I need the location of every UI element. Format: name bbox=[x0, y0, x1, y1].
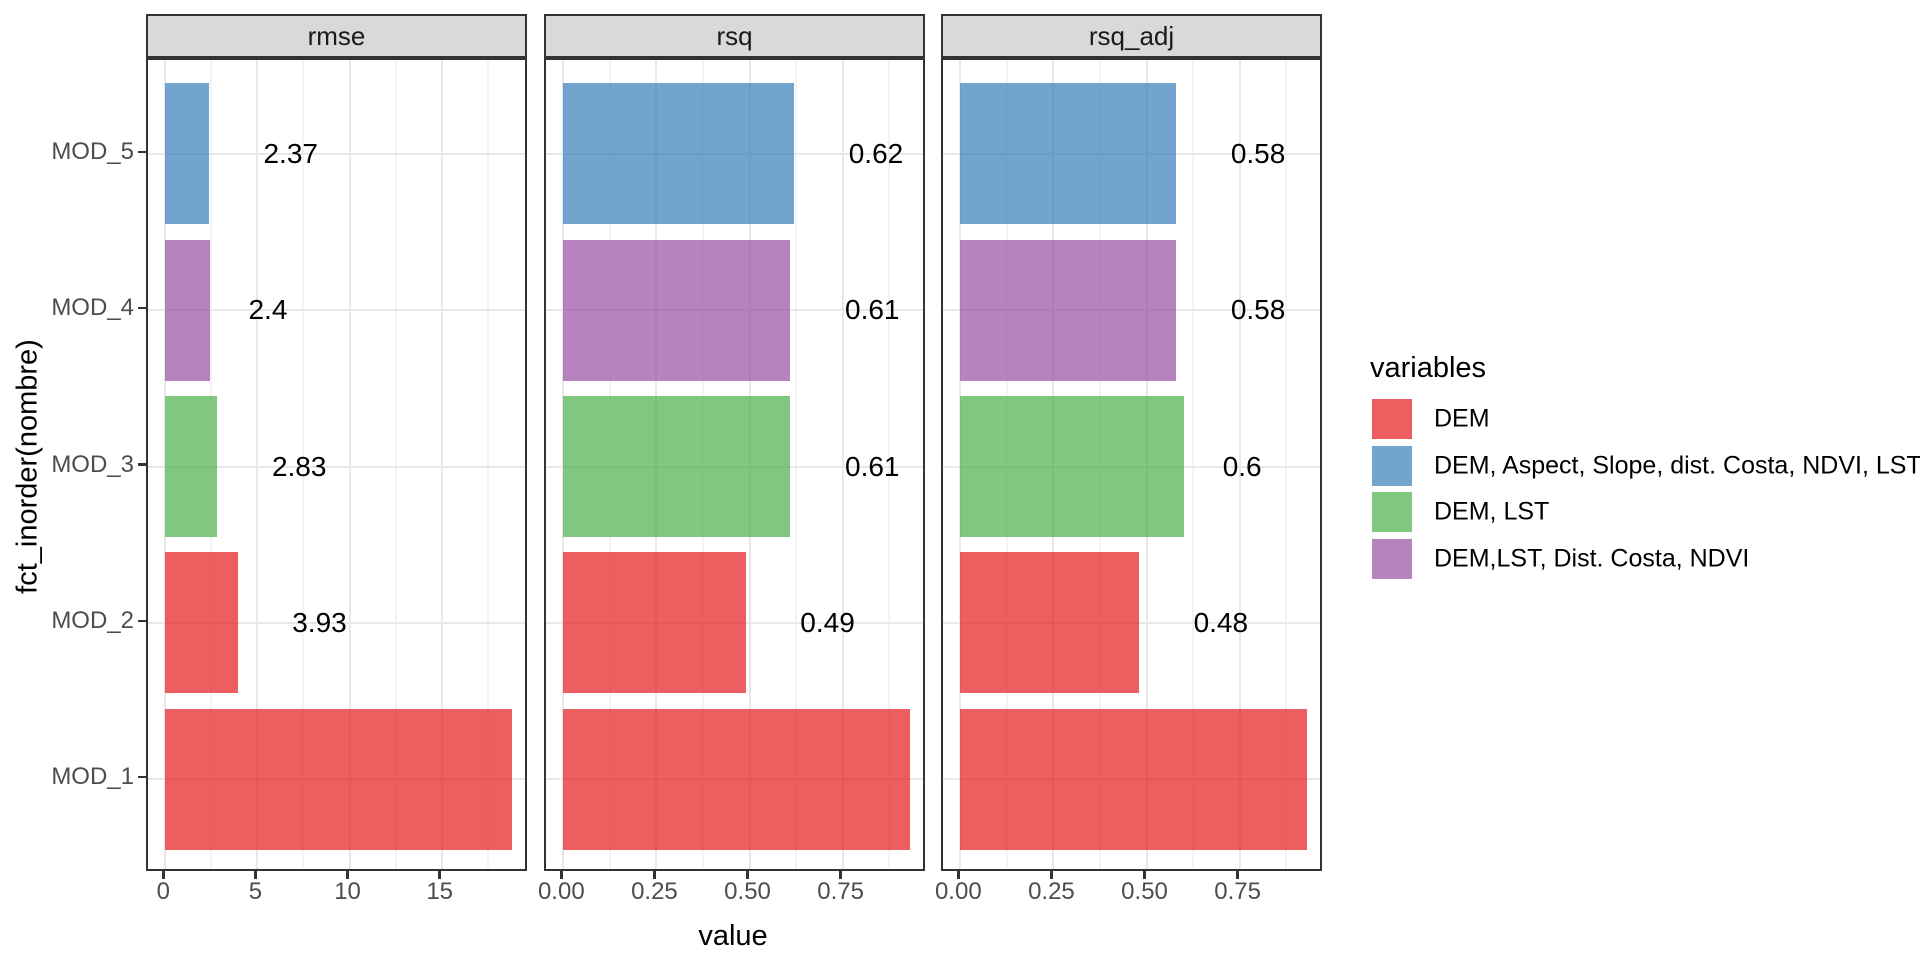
legend-key-swatch bbox=[1372, 492, 1412, 532]
legend-key-swatch bbox=[1372, 445, 1412, 486]
bar-value-label: 3.93 bbox=[292, 606, 347, 638]
bar-MOD_2 bbox=[563, 552, 746, 694]
x-tick-mark bbox=[653, 871, 656, 879]
facet-strip-label: rsq_adj bbox=[941, 14, 1322, 58]
facet-panel: 2.37 2.4 2.83 3.93 bbox=[146, 58, 527, 871]
legend-key-swatch bbox=[1372, 538, 1412, 579]
x-tick-mark bbox=[346, 871, 349, 879]
bar-MOD_1 bbox=[563, 708, 910, 850]
x-tick-label: 15 bbox=[426, 878, 454, 905]
y-tick-label: MOD_2 bbox=[51, 606, 134, 634]
x-tick-mark bbox=[254, 871, 257, 879]
x-tick-mark bbox=[1050, 871, 1053, 879]
bar-value-label: 2.83 bbox=[271, 450, 327, 482]
x-tick-label: 5 bbox=[248, 878, 263, 905]
facet-panel: 0.58 0.58 0.6 0.48 bbox=[941, 58, 1322, 871]
y-tick-mark bbox=[138, 775, 146, 779]
x-axis-title: value bbox=[698, 920, 768, 952]
x-tick-mark bbox=[1143, 871, 1146, 879]
legend-title: variables bbox=[1370, 352, 1487, 384]
x-tick-label: 0.50 bbox=[724, 878, 771, 905]
y-tick-mark bbox=[138, 150, 146, 154]
bar-MOD_3 bbox=[563, 396, 791, 537]
x-tick-label: 0.75 bbox=[817, 878, 864, 905]
gridline bbox=[841, 60, 844, 869]
x-tick-label: 0.25 bbox=[631, 878, 678, 905]
facet-strip-label: rsq bbox=[544, 14, 925, 58]
x-tick-label: 0.00 bbox=[934, 878, 982, 905]
x-tick-mark bbox=[162, 871, 165, 879]
bar-value-label: 2.37 bbox=[263, 137, 318, 169]
legend-item: DEM, LST bbox=[1372, 489, 1892, 535]
gridline bbox=[148, 621, 525, 624]
bar-MOD_2 bbox=[165, 552, 238, 694]
gridline bbox=[148, 465, 525, 468]
gridline bbox=[1285, 60, 1288, 869]
bar-value-label: 2.4 bbox=[248, 294, 288, 326]
bar-value-label: 0.58 bbox=[1230, 137, 1286, 169]
bar-value-label: 0.49 bbox=[800, 606, 855, 638]
gridline bbox=[795, 60, 798, 869]
bar-MOD_1 bbox=[960, 708, 1307, 850]
legend-item-label: DEM, Aspect, Slope, dist. Costa, NDVI, L… bbox=[1434, 451, 1920, 479]
bar-MOD_4 bbox=[165, 239, 210, 381]
bar-MOD_5 bbox=[563, 83, 795, 225]
legend-item: DEM,LST, Dist. Costa, NDVI bbox=[1372, 536, 1892, 582]
gridline bbox=[440, 60, 443, 869]
x-tick-label: 0 bbox=[156, 878, 170, 905]
bar-MOD_5 bbox=[960, 83, 1177, 225]
gridline bbox=[394, 60, 397, 869]
bar-value-label: 0.48 bbox=[1193, 606, 1249, 638]
bar-value-label: 0.62 bbox=[848, 137, 904, 169]
facet-panel: 0.62 0.61 0.61 0.49 bbox=[544, 58, 925, 871]
y-tick-label: MOD_5 bbox=[51, 137, 134, 165]
legend-item-label: DEM, LST bbox=[1434, 497, 1550, 526]
x-tick-label: 0.50 bbox=[1121, 878, 1168, 905]
gridline bbox=[148, 309, 525, 312]
x-tick-label: 10 bbox=[334, 878, 361, 905]
x-tick-mark bbox=[438, 871, 441, 879]
bar-MOD_3 bbox=[960, 396, 1184, 537]
legend-key-swatch bbox=[1372, 399, 1412, 439]
bar-MOD_1 bbox=[165, 708, 512, 850]
gridline bbox=[888, 60, 891, 869]
bar-value-label: 0.6 bbox=[1222, 450, 1262, 482]
y-tick-label: MOD_4 bbox=[51, 294, 134, 322]
legend-item-label: DEM bbox=[1434, 404, 1490, 433]
x-tick-mark bbox=[839, 871, 842, 879]
x-tick-mark bbox=[560, 871, 563, 879]
bar-MOD_4 bbox=[563, 239, 791, 381]
gridline bbox=[348, 60, 351, 869]
x-tick-label: 0.25 bbox=[1028, 878, 1075, 905]
gridline bbox=[486, 60, 489, 869]
y-tick-mark bbox=[138, 306, 146, 310]
legend-item-label: DEM,LST, Dist. Costa, NDVI bbox=[1434, 544, 1750, 572]
gridline bbox=[256, 60, 259, 869]
x-tick-label: 0.75 bbox=[1214, 878, 1261, 905]
bar-MOD_4 bbox=[960, 239, 1177, 381]
bar-value-label: 0.61 bbox=[845, 450, 900, 482]
bar-MOD_3 bbox=[165, 396, 218, 537]
gridline bbox=[302, 60, 305, 869]
y-tick-label: MOD_1 bbox=[51, 763, 134, 791]
y-tick-mark bbox=[138, 619, 146, 623]
bar-value-label: 0.58 bbox=[1230, 294, 1286, 326]
x-tick-mark bbox=[746, 871, 749, 879]
x-tick-mark bbox=[957, 871, 960, 879]
gridline bbox=[1238, 60, 1241, 869]
x-tick-mark bbox=[1236, 871, 1239, 879]
gridline bbox=[148, 152, 525, 155]
bar-MOD_5 bbox=[165, 83, 209, 225]
x-tick-label: 0.00 bbox=[537, 878, 585, 905]
bar-value-label: 0.61 bbox=[845, 294, 900, 326]
facet-strip-label: rmse bbox=[146, 14, 527, 58]
y-tick-label: MOD_3 bbox=[51, 450, 134, 478]
legend-item: DEM bbox=[1372, 396, 1892, 442]
y-tick-mark bbox=[138, 463, 146, 466]
bar-MOD_2 bbox=[960, 552, 1140, 694]
legend-item: DEM, Aspect, Slope, dist. Costa, NDVI, L… bbox=[1372, 443, 1920, 489]
gridline bbox=[1192, 60, 1195, 869]
